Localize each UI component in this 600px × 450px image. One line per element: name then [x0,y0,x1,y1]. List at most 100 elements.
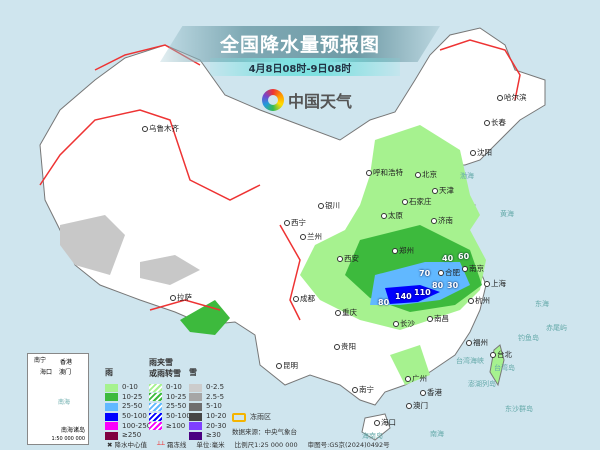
city-label: 香港 [420,388,442,397]
legend-swatch [189,412,202,421]
geo-label: 南海 [430,430,444,438]
south-china-sea-inset: 南宁 香港 海口 澳门 南海 南海诸岛 1:50 000 000 [27,353,89,445]
legend-item: 10-20 [189,412,226,422]
city-label: 石家庄 [402,197,432,206]
rain-torrential [385,285,440,304]
rain-center-value: 40 [442,254,454,263]
city-label: 福州 [466,338,488,347]
legend-freezing-rain: 冻雨区 [232,413,271,422]
legend-snow-title: 雪 [189,368,197,377]
inset-label: 澳门 [59,369,72,376]
legend-label: 5-10 [206,402,222,411]
legend-item: ≥250 [105,431,151,441]
city-label: 沈阳 [470,148,492,157]
geo-label: 台湾海峡 [456,357,484,365]
frost-line-icon: ┴┴ [157,441,165,449]
legend-mixed-title: 或雨转雪 [149,369,181,378]
city-label: 长沙 [393,319,415,328]
legend-swatch [189,402,202,411]
legend-swatch [105,393,118,402]
legend-item: 25-50 [149,402,191,412]
legend-label: ≥100 [166,421,186,430]
legend-label: ≥250 [122,431,142,440]
geo-label: 东沙群岛 [505,405,533,413]
legend-swatch [149,422,162,431]
frost-line [39,109,261,201]
legend-mixed: 雨夹雪 或雨转雪 0-10 10-25 25-50 50-100 ≥100 [149,356,191,431]
scale-note: 比例尺1:25 000 000 [234,441,298,449]
legend-swatch [149,412,162,421]
city-label: 上海 [484,279,506,288]
city-label: 贵阳 [334,342,356,351]
rain-center-value: 70 [419,269,431,278]
frost-line-label: 霜冻线 [166,441,187,449]
legend-label: ≥30 [206,431,221,440]
subtitle-banner [210,58,400,76]
legend-swatch [189,383,202,392]
city-label: 澳门 [406,401,428,410]
legend-item: 10-25 [105,393,151,403]
legend-rain-title: 雨 [105,368,113,377]
legend-swatch [149,393,162,402]
legend-rain: 雨 0-10 10-25 25-50 50-100 100-250 ≥250 [105,356,151,441]
city-label: 合肥 [438,268,460,277]
city-label: 天津 [432,186,454,195]
city-label: 哈尔滨 [497,93,527,102]
city-label: 西安 [337,254,359,263]
legend-label: 0-2.5 [206,383,225,392]
legend-item: 50-100 [149,412,191,422]
legend-item: ≥30 [189,431,226,441]
geo-label: 黄海 [500,210,514,218]
city-label: 南昌 [427,314,449,323]
city-label: 昆明 [276,361,298,370]
city-label: 拉萨 [170,293,192,302]
city-label: 太原 [381,211,403,220]
frost-line-note: ┴┴ 霜冻线 [157,441,186,449]
city-label: 乌鲁木齐 [142,124,179,133]
legend-swatch [105,431,118,440]
legend-item: 0-10 [105,383,151,393]
legend-item: 0-10 [149,383,191,393]
rain-center-value: 140 [395,292,412,301]
approval-note: 审图号:GS京(2024)0492号 [307,441,390,449]
data-source: 数据来源：中央气象台 [232,428,297,436]
geo-label: 赤尾屿 [546,324,567,332]
legend-label: 0-10 [122,383,138,392]
legend-swatch [105,402,118,411]
city-label: 西宁 [284,218,306,227]
legend-item: 50-100 [105,412,151,422]
city-label: 杭州 [468,296,490,305]
geo-label: 渤海 [460,172,474,180]
rain-center-value: 80 [378,298,390,307]
title-banner [160,26,440,62]
legend-item: 2.5-5 [189,393,226,403]
geo-label: 钓鱼岛 [518,334,539,342]
city-label: 南京 [462,264,484,273]
footer-notes: ✖ 降水中心值 ┴┴ 霜冻线 单位:毫米 比例尺1:25 000 000 审图号… [107,441,390,449]
legend-label: 50-100 [166,412,191,421]
frost-line [279,224,301,321]
snow-region-qinghai [140,255,200,285]
inset-scale: 1:50 000 000 [51,436,86,442]
weather-logo: 中国天气 [262,88,352,112]
legend-snow: 雪 0-2.5 2.5-5 5-10 10-20 20-30 ≥30 [189,356,226,441]
center-value-note: ✖ 降水中心值 [107,441,148,449]
legend-swatch [189,422,202,431]
city-label: 济南 [431,216,453,225]
legend-item: 25-50 [105,402,151,412]
legend-label: 50-100 [122,412,147,421]
frost-line [439,39,521,101]
legend-item: 20-30 [189,421,226,431]
city-label: 成都 [293,294,315,303]
inset-label: 南海 [58,399,71,406]
city-label: 海口 [374,418,396,427]
city-label: 重庆 [335,308,357,317]
legend-item: 5-10 [189,402,226,412]
geo-label: 台湾岛 [494,364,515,372]
logo-icon [262,89,284,111]
snow-region-tibet [60,215,125,275]
rain-center-value: 110 [414,288,431,297]
geo-label: 澎湖列岛 [468,380,496,388]
city-label: 呼和浩特 [366,168,403,177]
legend-swatch [189,393,202,402]
